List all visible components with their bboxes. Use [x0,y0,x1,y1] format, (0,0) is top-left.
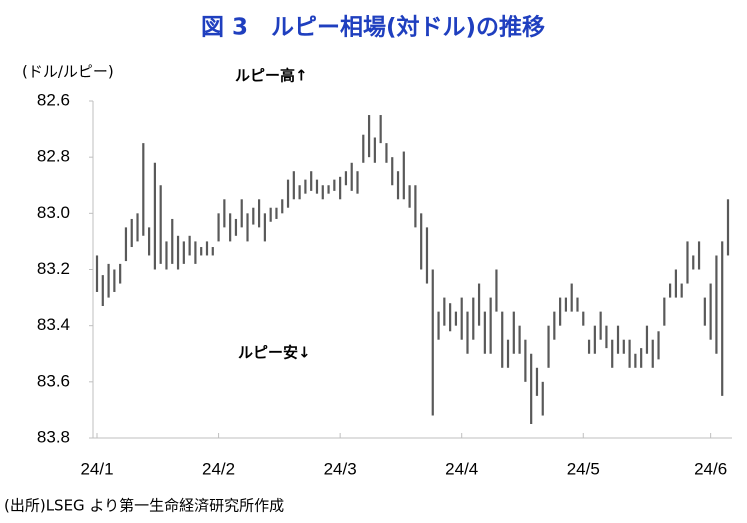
x-tick-label: 24/5 [567,459,600,478]
x-tick-label: 24/1 [80,459,113,478]
y-tick-label: 83.4 [37,315,70,334]
chart-title: 図 3 ルピー相場(対ドル)の推移 [201,15,545,41]
annotation: ルピー高↑ [235,67,308,85]
y-axis-label: (ドル/ルピー) [22,63,114,81]
y-tick-label: 82.8 [37,147,70,166]
x-tick-label: 24/2 [202,459,235,478]
x-tick-label: 24/6 [694,459,727,478]
y-tick-label: 82.6 [37,90,70,109]
y-tick-label: 83.0 [37,203,70,222]
y-tick-label: 83.6 [37,371,70,390]
y-tick-label: 83.2 [37,259,70,278]
source: (出所)LSEG より第一生命経済研究所作成 [4,497,284,515]
x-tick-label: 24/3 [324,459,357,478]
annotation: ルピー安↓ [238,344,311,362]
x-tick-label: 24/4 [445,459,478,478]
y-tick-label: 83.8 [37,427,70,446]
